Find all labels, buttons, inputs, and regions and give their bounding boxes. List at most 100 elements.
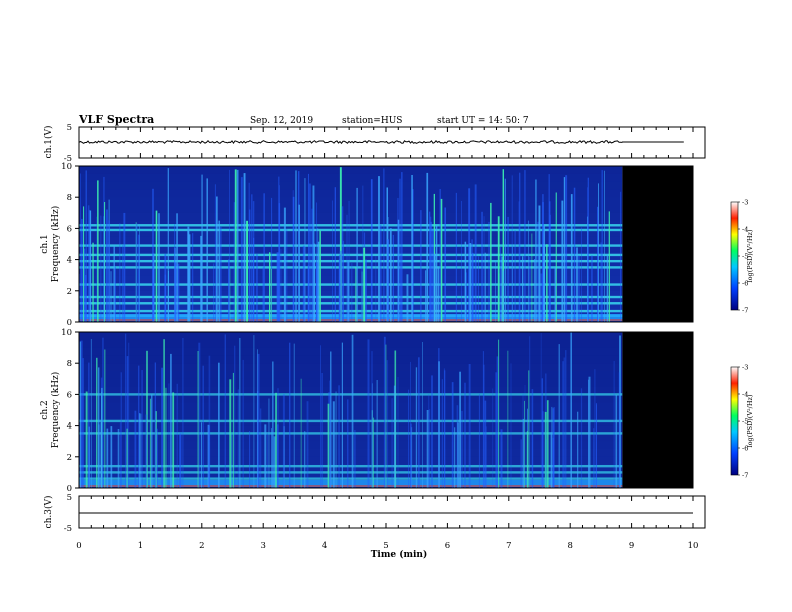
spectrogram-noise-band <box>79 166 623 174</box>
spectrogram-sferic <box>354 430 356 488</box>
colorbar-tick-label: -6 <box>742 445 748 453</box>
spectrogram-sferic <box>469 243 472 322</box>
spectrogram-sferic <box>236 169 239 322</box>
spectrogram-sferic <box>425 270 427 322</box>
spectrogram-sferic <box>208 355 211 488</box>
spectrogram-sferic <box>514 230 516 322</box>
y-tick-label: 8 <box>67 359 72 369</box>
spectrogram-sferic <box>441 379 443 488</box>
spectrogram-sferic <box>319 230 321 322</box>
spectrogram-sferic <box>472 252 474 322</box>
spectrogram-noise-band <box>79 205 623 213</box>
spectrogram-sferic <box>468 364 471 488</box>
ch3-ytick-bottom: -5 <box>64 524 72 534</box>
spectrogram-sferic <box>435 226 438 322</box>
spectrogram-sferic <box>229 379 232 488</box>
spectrogram-sferic <box>234 169 237 322</box>
spectrogram-sferic <box>81 394 83 488</box>
spectrogram-sferic <box>120 372 122 488</box>
spectrogram-sferic <box>278 176 280 322</box>
spectrogram-sferic <box>418 357 420 488</box>
spectrogram-sferic <box>431 375 433 488</box>
spectrogram-sferic <box>376 380 378 488</box>
spectrogram-sferic <box>253 237 255 322</box>
spectrogram-sferic <box>524 385 526 488</box>
spectrogram-sferic <box>174 224 176 322</box>
x-axis-tick-labels: 0 1 2 3 4 5 6 7 8 9 10 <box>76 541 698 551</box>
colorbar-label: log(PSD)(V²/Hz) <box>746 229 754 282</box>
spectrogram-sferic <box>498 339 500 488</box>
spectrogram-sferic <box>528 256 531 322</box>
spectrogram-noise-band <box>79 197 623 205</box>
spectrogram-sferic <box>478 393 480 488</box>
spectrogram-sferic <box>229 169 230 322</box>
spectrogram-sferic <box>481 211 483 322</box>
spectrogram-sferic <box>126 356 129 488</box>
spectrogram-sferic <box>135 223 138 322</box>
spectrogram-sferic <box>593 428 595 488</box>
spectrogram-sferic <box>180 432 182 488</box>
spectrogram-sferic <box>365 259 367 322</box>
spectrogram-sferic <box>197 351 199 488</box>
spectrogram-sferic <box>172 392 175 488</box>
spectrogram-sferic <box>231 434 233 488</box>
spectrogram-sferic <box>492 388 494 488</box>
spectrogram-sferic <box>406 274 409 322</box>
spectrogram-sferic <box>482 351 484 488</box>
spectrogram-sferic <box>338 385 340 488</box>
spectrogram-sferic <box>524 170 526 322</box>
spectrogram-sferic <box>168 271 169 322</box>
spectrogram-sferic <box>339 250 342 322</box>
spectrogram-sferic <box>591 255 593 322</box>
spectrogram-sferic <box>242 359 244 488</box>
spectrogram-sferic <box>389 228 392 322</box>
spectrogram-sferic <box>201 422 202 488</box>
spectrogram-sferic <box>483 364 485 488</box>
spectrogram-sferic <box>298 204 300 322</box>
spectrogram-sferic <box>229 268 231 322</box>
x-tick-label: 1 <box>138 541 143 551</box>
spectrogram-sferic <box>496 356 499 488</box>
x-tick-label: 8 <box>567 541 572 551</box>
spectrogram-sferic <box>440 198 443 322</box>
spectrogram-sferic <box>351 334 354 488</box>
ch1-spectrogram-ylabel: Frequency (kHz) <box>50 206 61 283</box>
spectrogram-sferic <box>257 349 258 488</box>
y-tick-label: 4 <box>67 256 72 266</box>
spectrogram-sferic <box>271 428 272 488</box>
spectrogram-sferic <box>163 339 165 488</box>
spectrogram-sferic <box>426 172 429 322</box>
spectrogram-sferic <box>485 426 487 488</box>
spectrogram-sferic <box>239 338 241 488</box>
spectrogram-sferic <box>158 213 160 322</box>
ch1-colorbar: -3 -4 -5 -6 -7 log(PSD)(V²/Hz) <box>730 199 754 315</box>
ch1-waveform-trace <box>78 139 684 145</box>
y-tick-label: 0 <box>67 318 72 328</box>
spectrogram-sferic <box>341 342 343 488</box>
spectrogram-sferic <box>437 268 440 322</box>
ch1-ytick-top: 5 <box>67 123 72 133</box>
spectrogram-sferic <box>103 216 105 322</box>
spectrogram-sferic <box>248 209 251 322</box>
spectrogram-sferic <box>276 424 279 488</box>
spectrogram-sferic <box>110 426 113 488</box>
spectrogram-sferic <box>544 411 547 488</box>
spectrogram-sferic <box>208 425 210 488</box>
spectrogram-sferic <box>546 400 549 488</box>
spectrogram-noise-band <box>79 402 623 410</box>
spectrogram-sferic <box>108 220 110 322</box>
spectrogram-sferic <box>119 223 121 322</box>
spectrogram-sferic <box>334 187 336 322</box>
x-tick-label: 2 <box>199 541 204 551</box>
x-tick-label: 0 <box>76 541 81 551</box>
spectrogram-band <box>79 224 623 227</box>
spectrogram-sferic <box>500 429 503 488</box>
spectrogram-sferic <box>218 362 220 488</box>
spectrogram-lowfreq-band <box>79 319 623 321</box>
spectrogram-sferic <box>200 235 203 322</box>
spectrogram-sferic <box>271 268 272 322</box>
spectrogram-sferic <box>598 183 599 322</box>
spectrogram-band <box>79 266 623 269</box>
spectrogram-sferic <box>415 367 418 488</box>
spectrogram-sferic <box>327 403 330 488</box>
